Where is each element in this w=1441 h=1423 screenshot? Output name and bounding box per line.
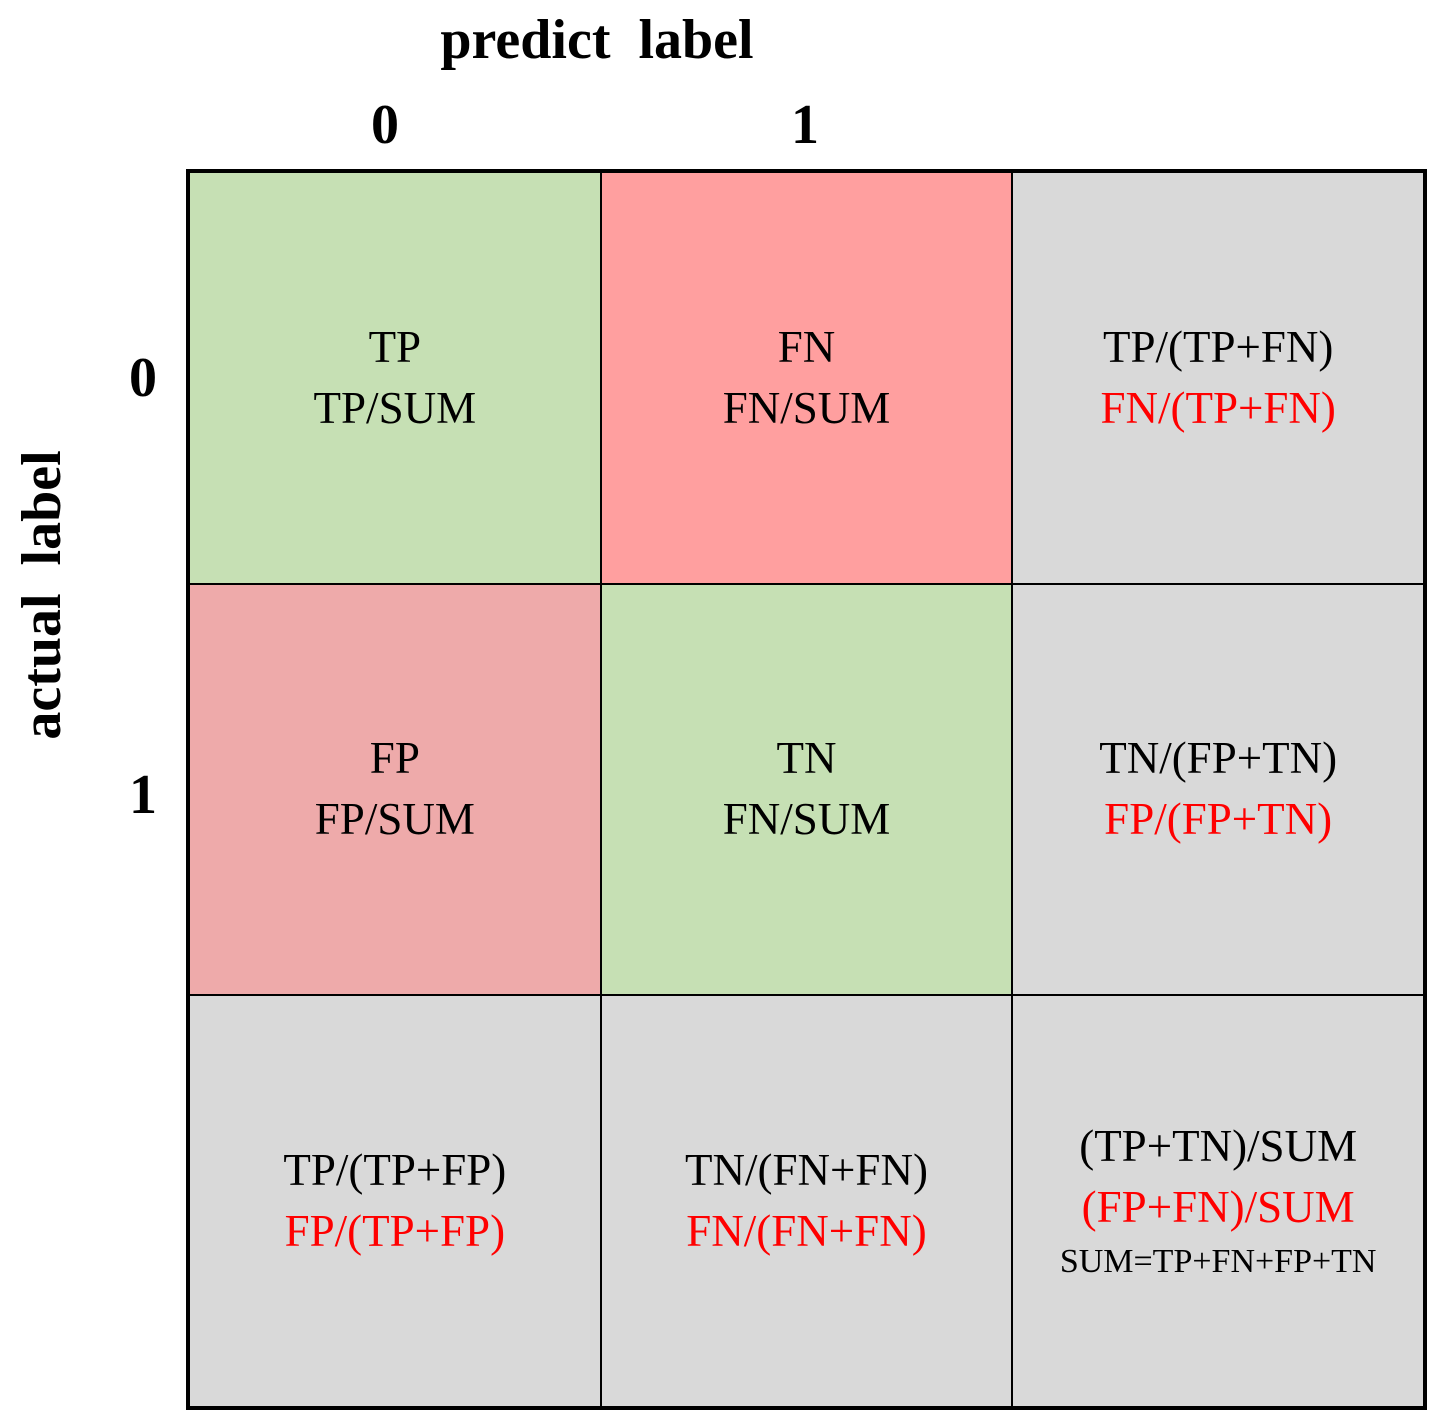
matrix-cell: TN FN/SUM <box>600 583 1013 996</box>
cell-text: FP/SUM <box>314 794 475 845</box>
matrix-cell: TP/(TP+FP) FP/(TP+FP) <box>189 995 601 1407</box>
matrix-cell: FN FN/SUM <box>600 172 1013 584</box>
cell-text: TN/(FP+TN) <box>1099 733 1338 784</box>
matrix-cell: FP FP/SUM <box>189 583 601 996</box>
cell-text: FP/(TP+FP) <box>284 1206 506 1257</box>
cell-text: FP <box>369 733 420 784</box>
cell-text: (FP+FN)/SUM <box>1081 1182 1355 1233</box>
cell-text: TP/(TP+FN) <box>1102 321 1334 372</box>
cell-text: FN/(FN+FN) <box>686 1206 927 1257</box>
column-label: 0 <box>371 94 399 156</box>
cell-text: TP/SUM <box>313 382 477 433</box>
cell-text: TN/(FN+FN) <box>685 1145 928 1196</box>
cell-text: FN/SUM <box>722 794 891 845</box>
cell-text: FP/(FP+TN) <box>1104 794 1333 845</box>
cell-text: TP/(TP+FP) <box>283 1145 507 1196</box>
cell-text: TP <box>368 321 422 372</box>
cell-note: SUM=TP+FN+FP+TN <box>1059 1243 1377 1281</box>
cell-text: FN/(TP+FN) <box>1100 382 1336 433</box>
cell-text: TN <box>776 733 837 784</box>
matrix-cell: TP TP/SUM <box>189 172 601 584</box>
matrix-cell: (TP+TN)/SUM (FP+FN)/SUM SUM=TP+FN+FP+TN <box>1012 995 1424 1407</box>
cell-text: FN <box>777 321 836 372</box>
matrix: TP TP/SUM FN FN/SUM TP/(TP+FN) FN/(TP+FN) FP FP… <box>186 169 1427 1410</box>
column-label: 1 <box>791 94 819 156</box>
row-label: 1 <box>129 764 157 826</box>
matrix-cell: TN/(FN+FN) FN/(FN+FN) <box>600 995 1013 1407</box>
matrix-cell: TN/(FP+TN) FP/(FP+TN) <box>1012 583 1424 996</box>
row-label: 0 <box>129 347 157 409</box>
matrix-cell: TP/(TP+FN) FN/(TP+FN) <box>1012 172 1424 584</box>
cell-text: (TP+TN)/SUM <box>1079 1121 1358 1172</box>
row-axis-title: actual label <box>11 450 73 740</box>
cell-text: FN/SUM <box>722 382 891 433</box>
column-axis-title: predict label <box>440 9 754 71</box>
